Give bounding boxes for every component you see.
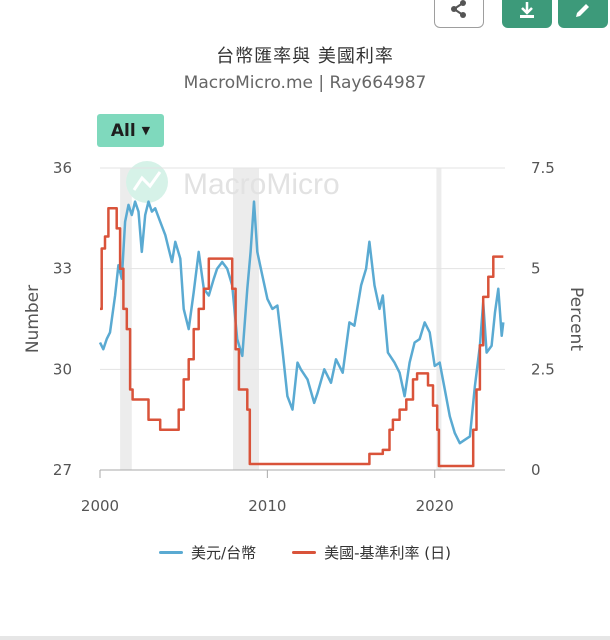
x-tick-label: 2000 xyxy=(81,497,119,515)
legend-label-usd-twd: 美元/台幣 xyxy=(191,544,257,562)
y-right-tick-label: 0 xyxy=(531,461,541,479)
y-left-axis-title: Number xyxy=(23,285,43,353)
chevron-down-icon: ▼ xyxy=(141,124,151,137)
x-tick-label: 2020 xyxy=(416,497,454,515)
y-right-tick-label: 2.5 xyxy=(531,360,555,378)
watermark-chart-icon xyxy=(132,171,162,191)
y-left-tick-label: 27 xyxy=(53,461,72,479)
legend-swatch-us-rate xyxy=(292,551,317,554)
legend-label-us-rate: 美國-基準利率 (日) xyxy=(324,544,451,562)
legend-item-usd-twd[interactable]: 美元/台幣 xyxy=(159,542,256,563)
series-line-0 xyxy=(98,200,505,445)
y-right-axis-title: Percent xyxy=(566,287,586,351)
y-left-tick-label: 36 xyxy=(53,159,72,177)
edit-button[interactable] xyxy=(558,0,608,28)
chart-subtitle: MacroMicro.me | Ray664987 xyxy=(183,73,427,93)
share-icon xyxy=(451,0,466,18)
y-right-tick-label: 7.5 xyxy=(531,159,555,177)
range-selector-label: All xyxy=(110,120,136,141)
chart-title: 台幣匯率與 美國利率 xyxy=(216,46,394,67)
share-button[interactable] xyxy=(434,0,484,28)
download-icon xyxy=(520,2,534,18)
watermark-text: MacroMicro xyxy=(183,168,340,201)
series-line-1 xyxy=(100,207,504,468)
y-left-tick-label: 33 xyxy=(53,260,72,278)
legend: 美元/台幣 美國-基準利率 (日) xyxy=(0,542,610,563)
pencil-icon xyxy=(576,4,589,17)
x-tick-label: 2010 xyxy=(248,497,286,515)
range-selector-button[interactable]: All ▼ xyxy=(97,114,164,147)
download-button[interactable] xyxy=(502,0,552,28)
recession-band-2 xyxy=(436,168,442,470)
bottom-divider xyxy=(0,636,610,640)
y-left-tick-label: 30 xyxy=(53,360,72,378)
legend-item-us-rate[interactable]: 美國-基準利率 (日) xyxy=(292,542,451,563)
y-right-tick-label: 5 xyxy=(531,260,541,278)
legend-swatch-usd-twd xyxy=(159,551,184,554)
